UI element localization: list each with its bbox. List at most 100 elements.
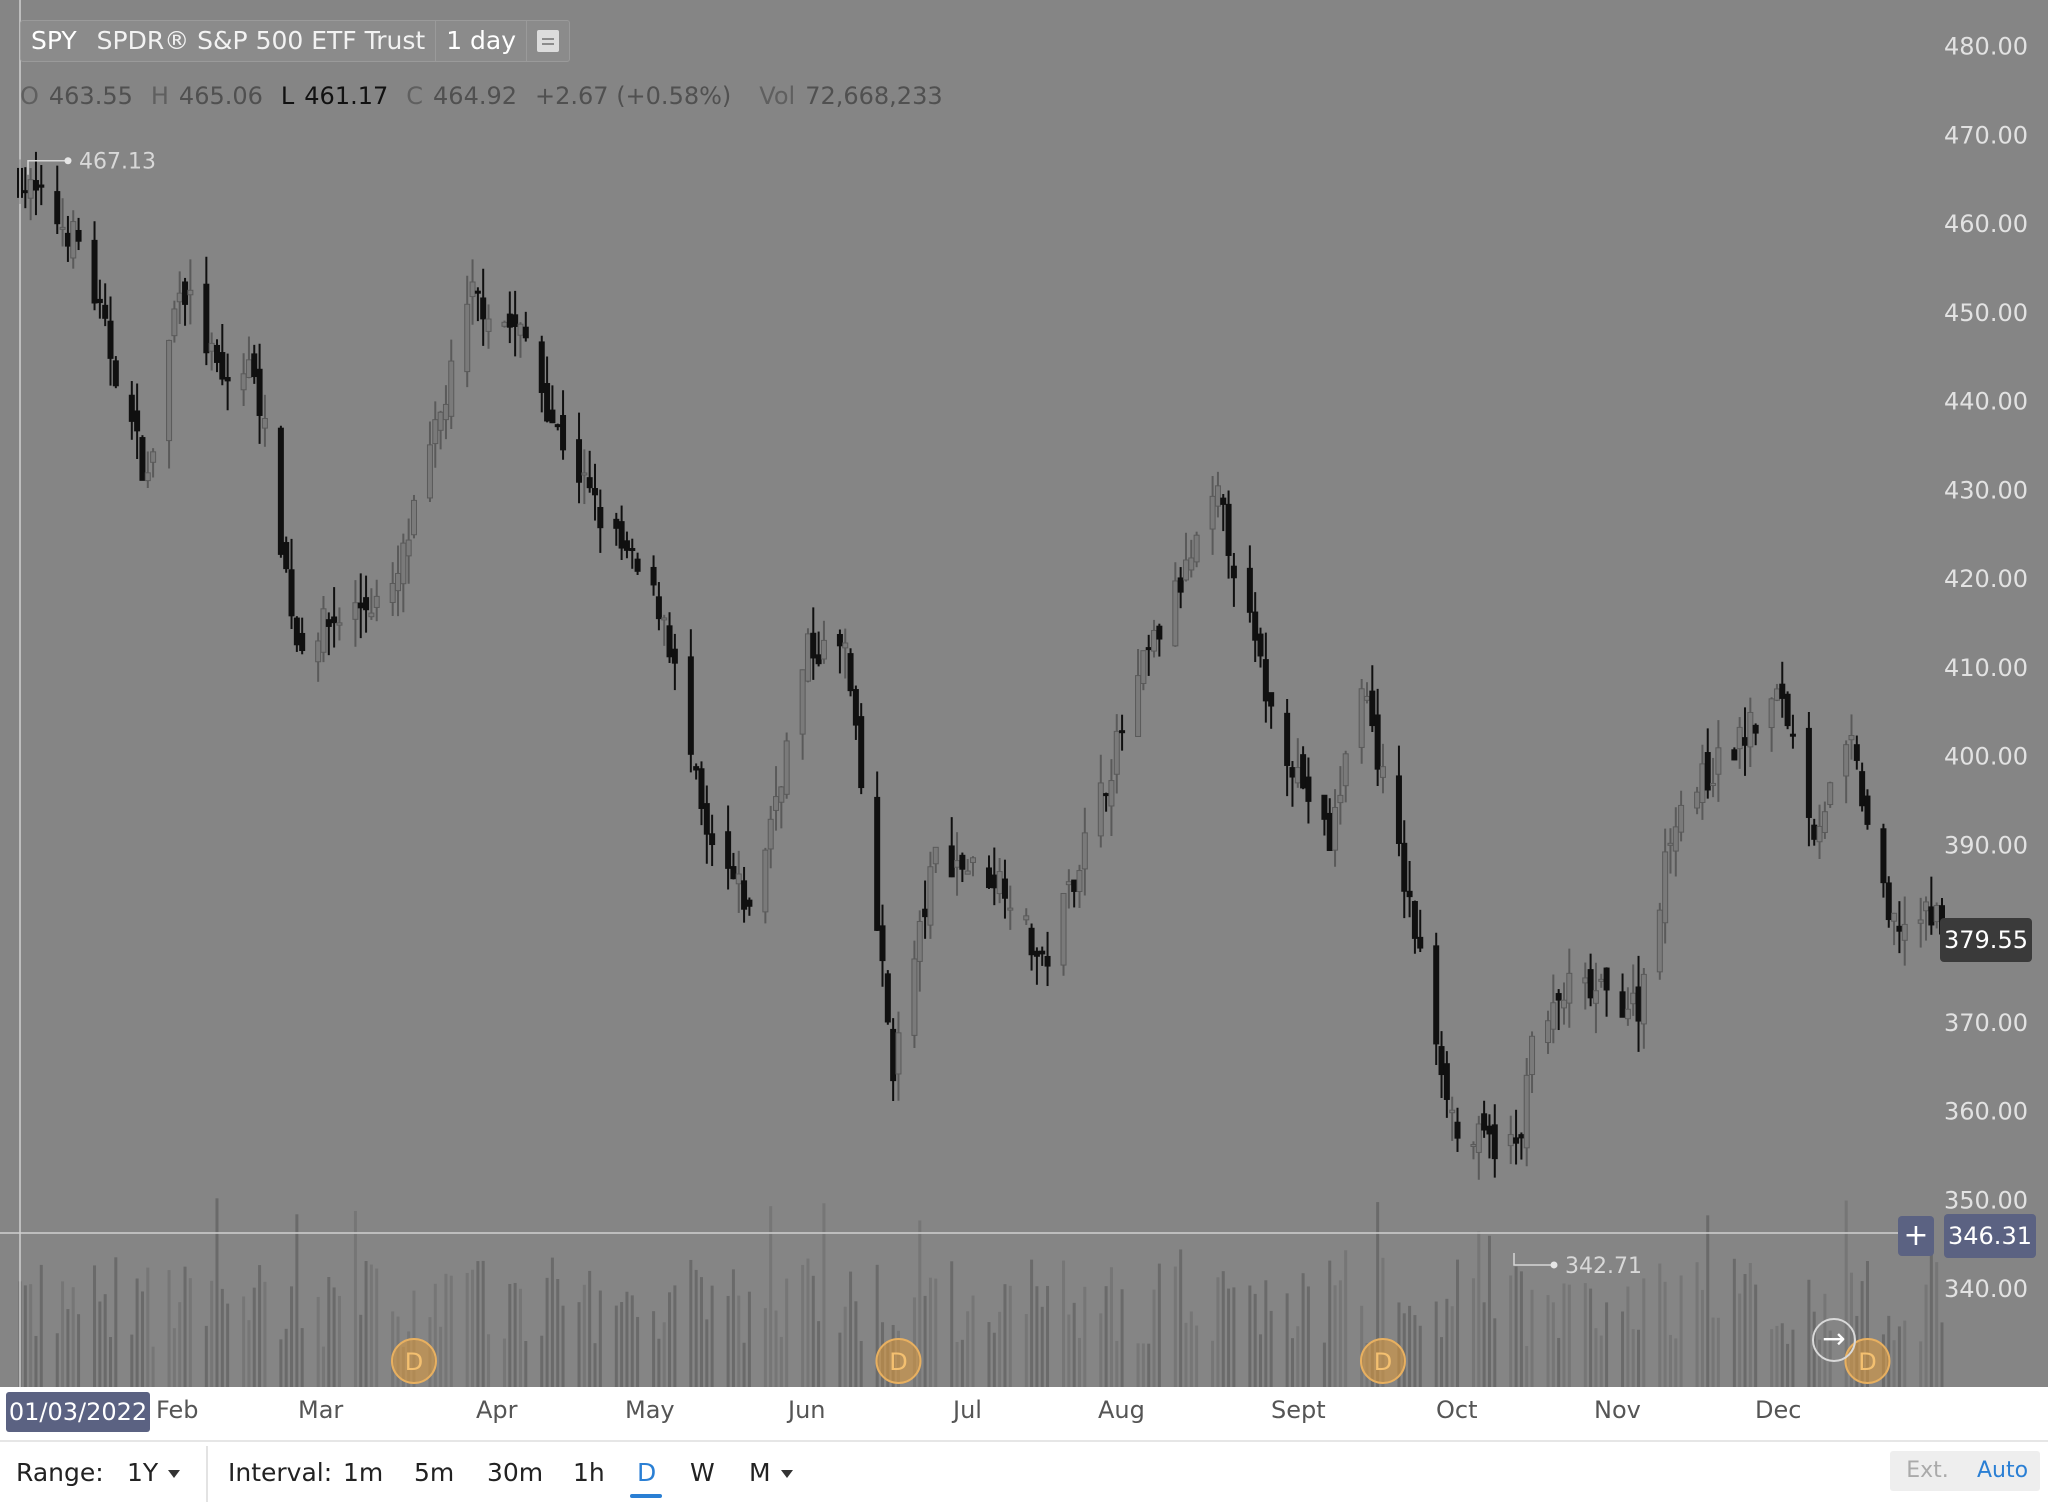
volume-bar xyxy=(39,1264,43,1387)
dividend-marker-icon[interactable] xyxy=(1844,1338,1891,1384)
period-high-label: 467.13 xyxy=(79,150,156,175)
candle-body xyxy=(538,341,545,393)
candle-body xyxy=(1779,683,1786,699)
interval-30m[interactable]: 30m xyxy=(487,1458,544,1487)
candle-body xyxy=(709,833,716,846)
extreme-marker-dot xyxy=(64,157,72,165)
volume-bar xyxy=(93,1265,97,1387)
candle-body xyxy=(842,642,849,649)
candle-body xyxy=(1033,950,1040,957)
candle-body xyxy=(1752,724,1759,734)
volume-bar xyxy=(1402,1313,1406,1387)
volume-bar xyxy=(1067,1314,1071,1387)
candle-body xyxy=(208,342,215,352)
interval-m[interactable]: M xyxy=(749,1458,793,1487)
menu-icon[interactable] xyxy=(537,30,560,52)
interval-label[interactable]: 1 day xyxy=(446,26,517,55)
interval-w[interactable]: W xyxy=(690,1458,715,1487)
candle-body xyxy=(1885,882,1892,921)
volume-bar xyxy=(1567,1284,1571,1387)
volume-bar xyxy=(1109,1267,1113,1387)
scroll-to-latest-icon[interactable]: → xyxy=(1812,1318,1856,1362)
volume-bar xyxy=(1296,1326,1300,1387)
candle-body xyxy=(1406,890,1413,898)
range-select[interactable]: 1Y xyxy=(127,1458,181,1487)
price-chart[interactable]: 467.13 342.71 D D D D 480.00 470.00 460.00 450.0… xyxy=(0,0,2048,1387)
candle-body xyxy=(735,873,742,885)
volume-bar xyxy=(806,1258,810,1387)
plus-icon[interactable]: + xyxy=(1898,1216,1934,1256)
candle-body xyxy=(112,360,119,387)
candle-body xyxy=(1246,567,1253,613)
volume-bar xyxy=(449,1275,453,1387)
candle-body xyxy=(1816,825,1823,843)
volume-bar xyxy=(284,1328,288,1387)
candle-body xyxy=(1582,977,1589,984)
volume-bar xyxy=(130,1334,134,1387)
candle-body xyxy=(91,239,98,304)
candle-body xyxy=(1789,733,1796,737)
interval-5m[interactable]: 5m xyxy=(414,1458,455,1487)
dividend-marker-icon[interactable] xyxy=(875,1338,922,1384)
candle-body xyxy=(171,308,178,337)
candle-body xyxy=(1704,752,1711,791)
volume-bar xyxy=(487,1334,491,1387)
candle-body xyxy=(432,419,439,445)
candle-body xyxy=(970,857,977,864)
volume-bar xyxy=(109,1337,113,1387)
volume-bar xyxy=(66,1309,70,1387)
candle-body xyxy=(1220,497,1227,505)
chart-toolbar xyxy=(0,1440,2048,1508)
volume-bar xyxy=(502,1338,506,1387)
x-axis-label: Jul xyxy=(953,1396,982,1424)
candle-body xyxy=(1859,771,1866,807)
candle-body xyxy=(959,854,966,870)
x-axis-label: Jun xyxy=(788,1396,826,1424)
candle-body xyxy=(1433,945,1440,1045)
volume-bar xyxy=(364,1261,368,1387)
candle-body xyxy=(325,619,332,627)
ext-toggle[interactable]: Ext. xyxy=(1906,1458,1949,1483)
volume-bar xyxy=(1290,1338,1294,1387)
volume-bar xyxy=(971,1295,975,1387)
candle-body xyxy=(315,640,322,663)
candle-body xyxy=(783,740,790,795)
candle-body xyxy=(922,908,929,918)
dividend-marker-icon[interactable] xyxy=(1359,1338,1406,1384)
candle-body xyxy=(261,417,268,429)
dividend-marker-label: D xyxy=(889,1348,907,1376)
candle-body xyxy=(506,313,513,328)
volume-bar xyxy=(1711,1317,1715,1387)
volume-bar xyxy=(1482,1302,1486,1387)
last-price-tag: 379.55 xyxy=(1940,918,2032,962)
auto-toggle[interactable]: Auto xyxy=(1976,1458,2029,1483)
candle-body xyxy=(597,507,604,529)
x-axis-label: Feb xyxy=(156,1396,199,1424)
candle-body xyxy=(911,958,918,1036)
symbol-ticker[interactable]: SPY xyxy=(31,26,77,55)
volume-bar xyxy=(838,1332,842,1387)
interval-1h[interactable]: 1h xyxy=(573,1458,605,1487)
interval-1m[interactable]: 1m xyxy=(343,1458,384,1487)
volume-bar xyxy=(242,1296,246,1387)
dividend-marker-icon[interactable] xyxy=(390,1338,437,1384)
volume-bar xyxy=(625,1291,629,1387)
interval-d[interactable]: D xyxy=(637,1458,657,1487)
ohlc-readout: O 463.55 H 465.06 L 461.17 C 464.92 +2.6… xyxy=(20,82,961,110)
volume-bar xyxy=(1136,1343,1140,1387)
volume-bar xyxy=(1450,1306,1454,1387)
candle-body xyxy=(586,477,593,489)
volume-bar xyxy=(1141,1343,1145,1387)
volume-bar xyxy=(1269,1310,1273,1387)
candle-body xyxy=(1230,565,1237,579)
candle-body xyxy=(1097,782,1104,837)
volume-bar xyxy=(998,1311,1002,1387)
volume-bar xyxy=(928,1277,932,1387)
chart-plot-area[interactable]: 467.13 342.71 D D D D 480.00 470.00 460.00 450.0… xyxy=(0,0,2048,1387)
candle-body xyxy=(1635,986,1642,1022)
candle-body xyxy=(852,689,859,726)
candle-body xyxy=(1619,991,1626,1018)
candle-body xyxy=(1529,1035,1536,1076)
volume-bar xyxy=(188,1278,192,1387)
volume-bar xyxy=(966,1311,970,1387)
